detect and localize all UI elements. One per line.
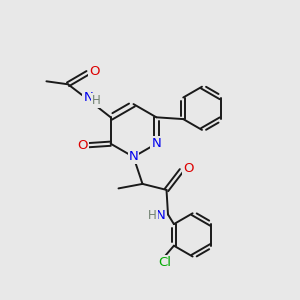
Text: H: H bbox=[148, 209, 157, 223]
Text: N: N bbox=[156, 209, 165, 223]
Text: H: H bbox=[92, 94, 100, 107]
Text: Cl: Cl bbox=[158, 256, 171, 269]
Text: N: N bbox=[83, 91, 93, 104]
Text: O: O bbox=[89, 65, 99, 78]
Text: O: O bbox=[183, 162, 194, 176]
Text: O: O bbox=[77, 139, 88, 152]
Text: N: N bbox=[129, 150, 138, 164]
Text: N: N bbox=[152, 137, 161, 150]
